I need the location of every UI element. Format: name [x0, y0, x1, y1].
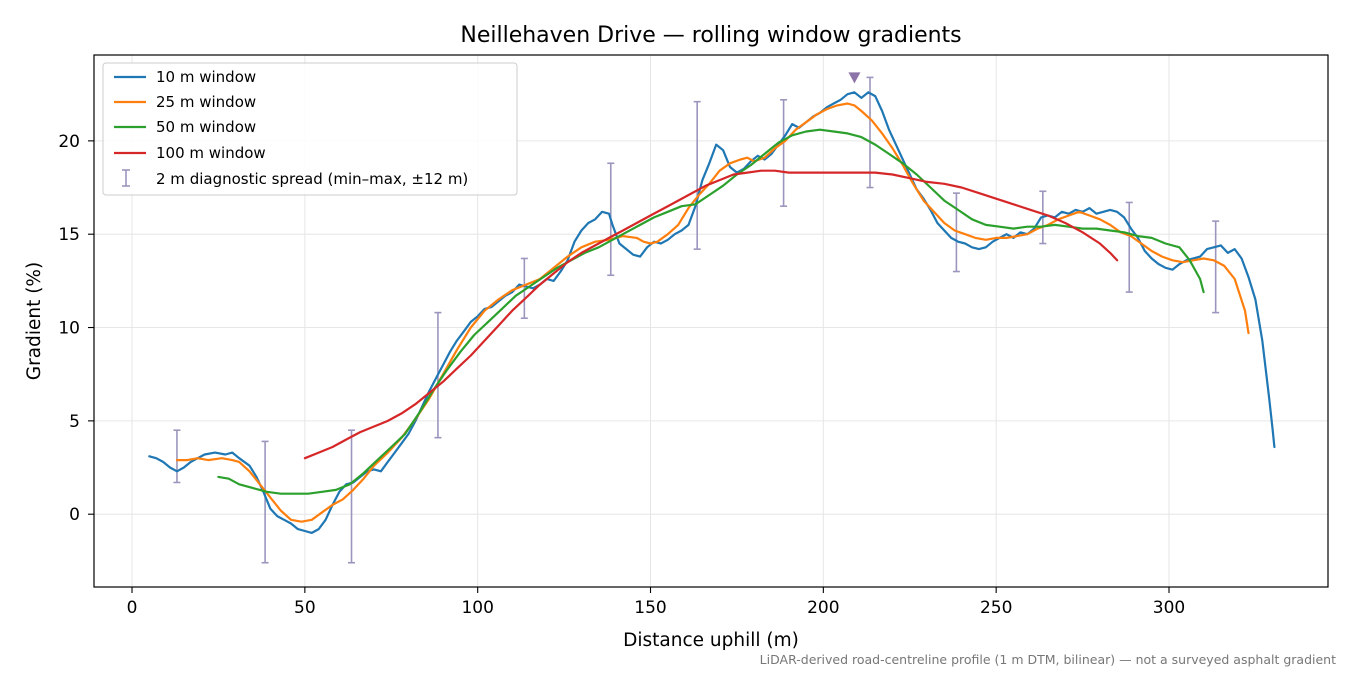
- x-tick-label: 250: [980, 598, 1012, 618]
- peak-marker: [848, 72, 861, 84]
- peak-marker-layer: [848, 72, 861, 84]
- legend: 10 m window 25 m window 50 m window 100 …: [102, 62, 518, 196]
- legend-label-100m: 100 m window: [156, 144, 266, 162]
- x-tick-label: 0: [127, 598, 138, 618]
- spread-bar: [261, 440, 269, 564]
- y-tick-label: 5: [69, 412, 80, 432]
- spread-bar: [952, 192, 960, 273]
- x-tick-label: 200: [807, 598, 839, 618]
- x-tick-label: 50: [294, 598, 316, 618]
- x-axis-ticks: 0 50 100 150 200 250 300: [127, 587, 1185, 618]
- legend-label-25m: 25 m window: [156, 93, 256, 111]
- spread-bar: [1125, 201, 1133, 293]
- x-tick-label: 150: [634, 598, 666, 618]
- diagnostic-spread-bars: [173, 76, 1220, 564]
- series-line-10m: [148, 91, 1276, 534]
- series-line-25m: [175, 102, 1250, 523]
- chart-title: Neillehaven Drive — rolling window gradi…: [460, 23, 961, 48]
- y-axis-label: Gradient (%): [24, 262, 45, 380]
- spread-bar: [693, 100, 701, 250]
- footnote: LiDAR-derived road-centreline profile (1…: [759, 652, 1336, 667]
- series-line-100m: [303, 169, 1119, 460]
- spread-bar: [173, 429, 181, 484]
- y-axis-ticks: 0 5 10 15 20: [58, 132, 94, 525]
- legend-box: [102, 62, 518, 196]
- spread-bar: [520, 257, 528, 320]
- series-line-50m: [217, 128, 1205, 495]
- spread-bar: [348, 429, 356, 564]
- series-lines: [148, 91, 1276, 534]
- y-tick-label: 0: [69, 505, 80, 525]
- y-tick-label: 20: [58, 132, 80, 152]
- x-tick-label: 300: [1153, 598, 1185, 618]
- spread-bar: [866, 76, 874, 189]
- x-axis-label: Distance uphill (m): [623, 630, 799, 651]
- legend-label-50m: 50 m window: [156, 118, 256, 136]
- spread-bar: [1212, 220, 1220, 314]
- legend-label-spread: 2 m diagnostic spread (min–max, ±12 m): [156, 170, 468, 188]
- spread-bar: [780, 99, 788, 207]
- y-tick-label: 10: [58, 319, 80, 339]
- y-tick-label: 15: [58, 225, 80, 245]
- plot-frame: [93, 54, 1329, 588]
- legend-swatch-spread: [122, 169, 130, 187]
- x-tick-label: 100: [461, 598, 493, 618]
- legend-label-10m: 10 m window: [156, 68, 256, 86]
